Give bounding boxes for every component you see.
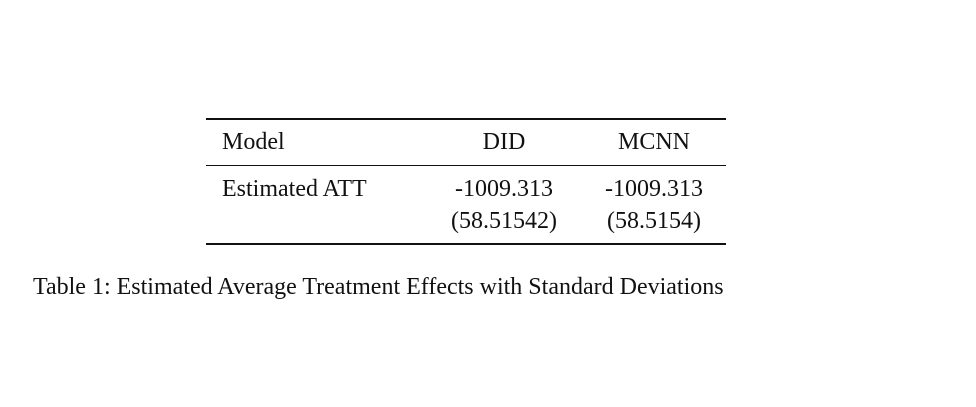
mcnn-estimate: -1009.313: [605, 176, 703, 202]
table-caption: Table 1: Estimated Average Treatment Eff…: [33, 274, 724, 300]
mcnn-standard-deviation: (58.5154): [607, 208, 701, 234]
header-did: DID: [482, 129, 526, 155]
header-model: Model: [222, 129, 285, 155]
table-top-rule: [206, 118, 726, 120]
row-label-estimated-att: Estimated ATT: [222, 176, 367, 202]
table-bottom-rule: [206, 243, 726, 245]
did-estimate: -1009.313: [455, 176, 553, 202]
did-standard-deviation: (58.51542): [451, 208, 557, 234]
header-mcnn: MCNN: [617, 129, 690, 155]
table-header-rule: [206, 165, 726, 166]
